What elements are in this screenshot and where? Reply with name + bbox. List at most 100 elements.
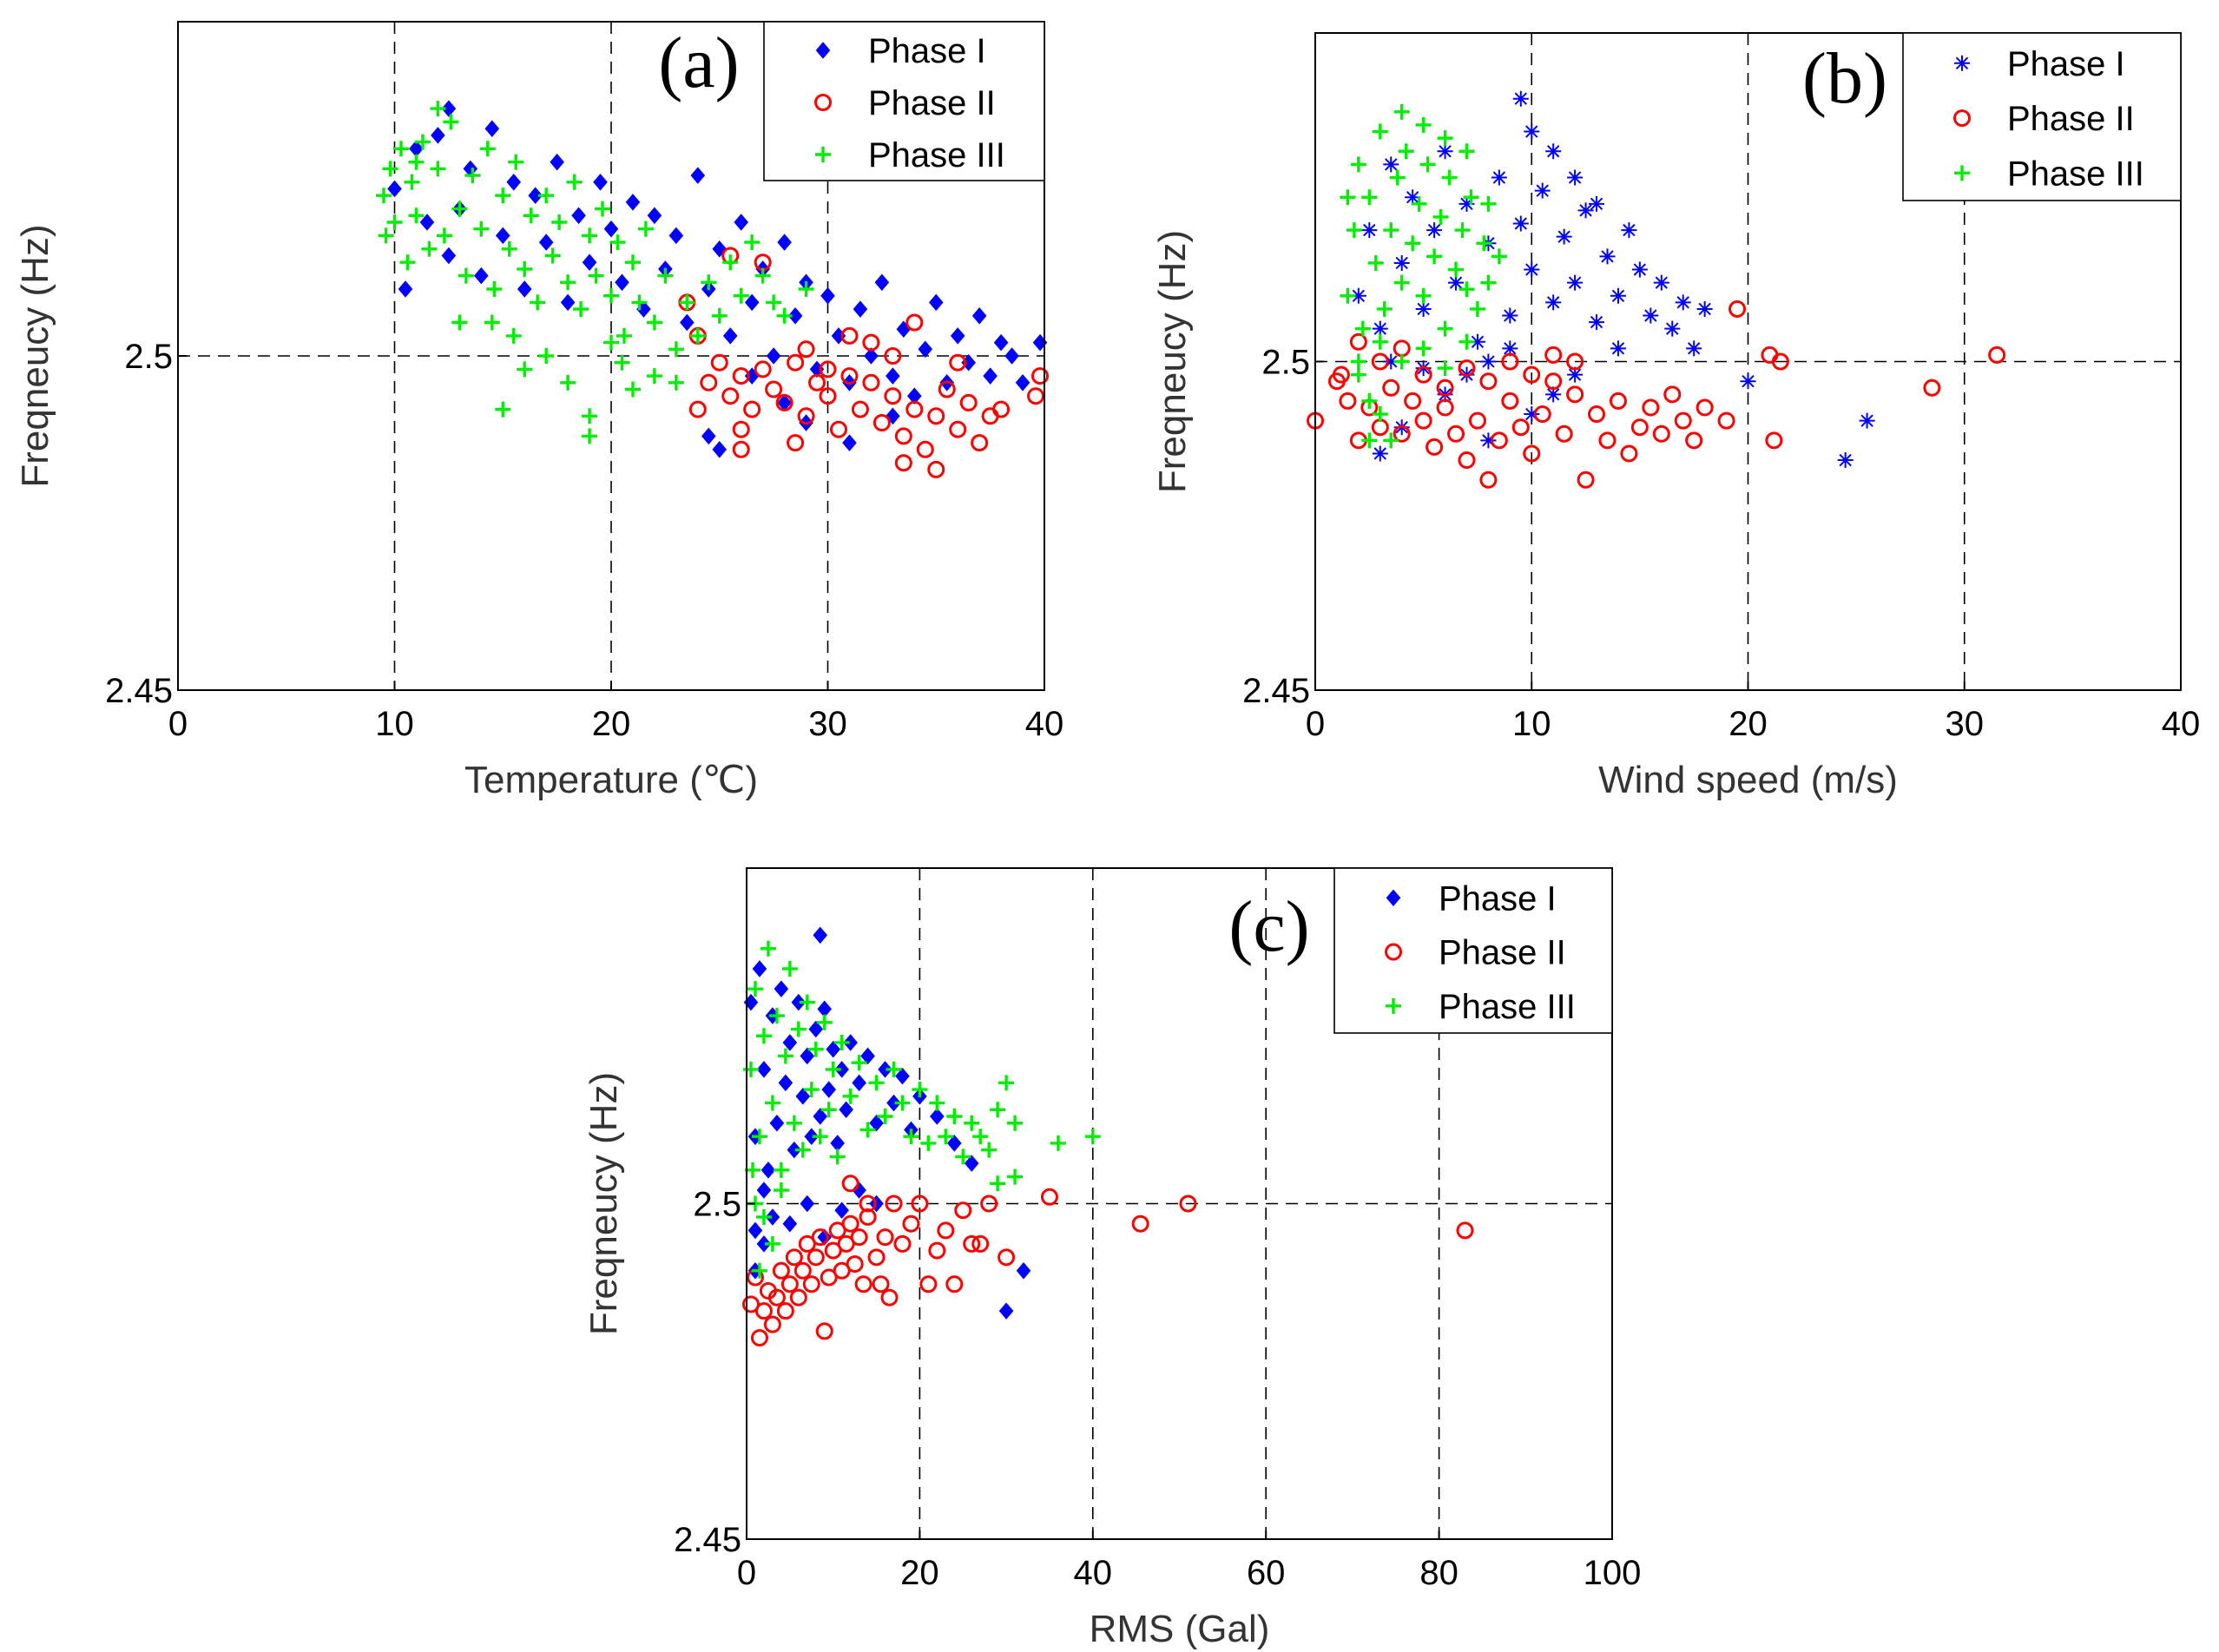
data-point (808, 373, 826, 392)
data-point (756, 1181, 772, 1199)
series-2 (678, 247, 1050, 478)
data-point (1448, 261, 1465, 278)
data-point (1545, 143, 1562, 160)
data-point (1436, 398, 1454, 417)
data-point (1405, 235, 1421, 252)
data-point (833, 1034, 850, 1050)
data-point (949, 353, 967, 372)
data-point (880, 1288, 899, 1306)
data-point (1469, 333, 1485, 350)
data-point (1544, 346, 1563, 364)
data-point (1728, 299, 1747, 318)
data-point (885, 1195, 903, 1213)
data-point (1027, 387, 1045, 405)
data-point (766, 294, 782, 311)
data-point (419, 214, 435, 231)
data-point (839, 1101, 853, 1119)
data-point (1533, 405, 1551, 424)
data-point (484, 314, 500, 331)
data-point (588, 267, 604, 284)
y-tick-label: 2.45 (105, 672, 173, 710)
data-point (928, 293, 944, 312)
data-point (927, 407, 945, 425)
data-point (841, 1175, 859, 1193)
legend-label: Phase II (1439, 934, 1566, 972)
data-point (404, 174, 420, 190)
data-point (517, 260, 533, 277)
y-tick-label: 2.5 (1261, 344, 1310, 382)
x-tick-label: 20 (900, 1554, 939, 1592)
data-point (473, 267, 489, 285)
data-point (761, 1162, 776, 1179)
data-point (1674, 411, 1692, 430)
legend-label: Phase II (868, 84, 996, 122)
data-point (946, 1135, 962, 1152)
data-point (775, 393, 793, 411)
chart-panel-a: 0 10 20 30 40 2.45 2.5 Temperature (℃) Freqneucy… (14, 21, 1063, 801)
data-point (756, 1061, 772, 1078)
data-point (927, 460, 945, 478)
data-point (980, 1195, 998, 1213)
data-point (840, 367, 859, 385)
data-point (680, 313, 695, 332)
data-point (764, 1235, 780, 1252)
data-point (544, 247, 561, 264)
data-point (1415, 116, 1432, 133)
legend-box (1902, 32, 2182, 201)
data-point (760, 940, 776, 957)
x-tick-label: 20 (592, 705, 631, 743)
data-point (1771, 352, 1789, 371)
data-point (1524, 123, 1540, 140)
y-tick-label: 2.5 (693, 1186, 741, 1224)
data-point (1545, 294, 1562, 311)
data-point (1523, 444, 1541, 463)
data-point (884, 347, 902, 365)
data-point (816, 1014, 833, 1030)
data-point (637, 220, 654, 237)
data-point (1740, 373, 1756, 390)
data-point (886, 367, 900, 385)
data-point (937, 1221, 955, 1240)
data-point (886, 1094, 901, 1112)
y-tick-label: 2.45 (674, 1521, 741, 1559)
data-point (625, 194, 641, 211)
legend-marker (1954, 55, 1970, 71)
data-point (815, 1322, 833, 1340)
data-point (920, 1135, 937, 1151)
data-point (528, 187, 543, 204)
data-point (787, 1141, 802, 1159)
data-point (912, 1082, 928, 1098)
data-point (1511, 418, 1530, 437)
data-point (754, 1302, 773, 1320)
data-point (860, 1047, 875, 1065)
data-point (495, 401, 511, 418)
data-point (1567, 366, 1584, 383)
data-point (408, 207, 425, 224)
data-point (754, 267, 771, 284)
data-point (1393, 425, 1411, 443)
data-point (950, 327, 965, 345)
data-point (1652, 425, 1670, 443)
series-group (1307, 90, 2006, 489)
data-point (441, 247, 457, 265)
data-point (414, 134, 431, 150)
data-point (408, 154, 425, 170)
data-point (551, 214, 568, 230)
data-point (1376, 300, 1393, 317)
data-point (787, 307, 803, 325)
data-point (1480, 432, 1497, 449)
data-point (867, 1248, 886, 1267)
data-point (1426, 248, 1443, 265)
data-point (903, 1129, 919, 1145)
data-point (893, 1234, 912, 1253)
data-point (1566, 352, 1584, 371)
data-point (834, 1201, 849, 1220)
data-point (825, 1061, 841, 1077)
data-point (862, 333, 880, 352)
data-point (1685, 431, 1703, 450)
data-point (1621, 222, 1637, 239)
data-point (834, 1061, 849, 1078)
data-point (1383, 353, 1399, 370)
data-point (884, 387, 902, 405)
x-axis-label: Temperature (℃) (464, 759, 758, 801)
